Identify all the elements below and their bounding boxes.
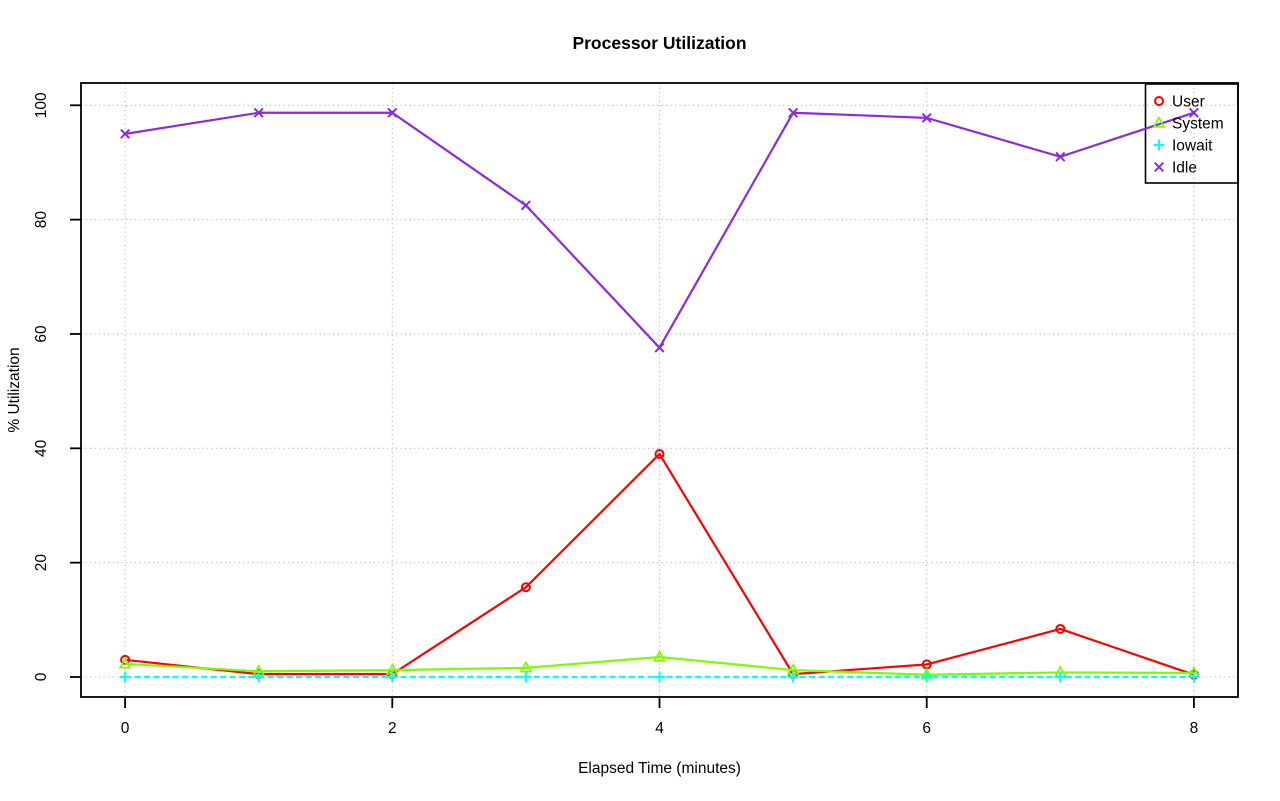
marker-idle-8-x-icon [1188,107,1199,118]
legend-marker-user [1154,96,1164,106]
y-tick-label-3: 60 [33,325,50,343]
y-tick-label-1: 20 [33,554,50,572]
legend-label-user: User [1172,93,1205,110]
x-tick-label-3: 6 [922,720,931,737]
marker-idle-5 [788,107,799,118]
marker-system-0 [118,656,132,669]
marker-iowait-6 [921,671,933,683]
legend-marker-user-circle-icon [1154,96,1164,106]
marker-iowait-0 [119,671,131,683]
series-idle [120,107,1199,353]
legend-marker-system-triangle-icon [1152,115,1166,128]
y-tick-label-0: 0 [33,672,50,681]
series-line-idle [124,111,1195,349]
series-line-user [124,452,1195,676]
marker-iowait-1 [253,671,265,683]
marker-iowait-4 [654,671,665,683]
y-tick-label-5: 100 [33,92,50,118]
marker-idle-2 [387,107,398,118]
marker-iowait-2 [386,671,398,683]
legend-marker-iowait [1153,139,1165,151]
marker-iowait-5 [787,671,799,683]
marker-idle-4-x-icon [654,342,665,353]
marker-user-7-circle-icon [1055,623,1066,634]
x-tick-label-2: 4 [655,720,664,737]
marker-system-4-triangle-icon [653,649,666,662]
marker-user-4-circle-icon [654,449,665,460]
marker-idle-3 [520,200,531,211]
marker-user-3-circle-icon [520,582,531,593]
legend-label-iowait: Iowait [1172,137,1213,154]
marker-system-0-triangle-icon [118,656,132,669]
x-tick-label-0: 0 [121,720,130,737]
marker-system-4 [653,649,666,662]
legend-marker-idle [1153,161,1165,173]
x-tick-label-1: 2 [388,720,397,737]
marker-idle-8 [1188,107,1199,118]
x-tick-label-4: 8 [1190,720,1199,737]
legend: User System Iowait Idle [1152,93,1224,176]
marker-idle-7 [1055,151,1066,162]
marker-idle-6 [921,112,932,123]
marker-idle-4 [654,342,665,353]
marker-iowait-3 [520,671,532,683]
marker-user-0 [120,654,131,665]
marker-idle-1 [253,107,264,118]
marker-idle-3-x-icon [520,200,531,211]
marker-idle-1-x-icon [253,107,264,118]
legend-label-system: System [1172,115,1224,132]
marker-iowait-7 [1054,671,1066,683]
chart-title: Processor Utilization [572,33,747,53]
marker-idle-2-x-icon [387,107,398,118]
marker-user-4 [654,449,665,460]
marker-idle-6-x-icon [921,112,932,123]
marker-idle-0-x-icon [120,128,131,139]
marker-idle-7-x-icon [1055,151,1066,162]
marker-iowait-8 [1188,671,1200,683]
marker-user-3 [520,582,531,593]
legend-marker-idle-x-icon [1153,161,1165,173]
marker-user-7 [1055,623,1066,634]
marker-idle-0 [120,128,131,139]
legend-label-idle: Idle [1172,159,1197,176]
series-line-system [125,655,1194,676]
marker-user-0-circle-icon [120,654,131,665]
y-tick-label-2: 40 [33,439,50,457]
marker-idle-5-x-icon [788,107,799,118]
legend-box [1144,83,1239,184]
gridlines [81,83,1238,697]
y-tick-label-4: 80 [33,211,50,229]
x-axis-label: Elapsed Time (minutes) [578,760,741,777]
legend-marker-system [1152,115,1166,128]
series-iowait [119,671,1200,683]
